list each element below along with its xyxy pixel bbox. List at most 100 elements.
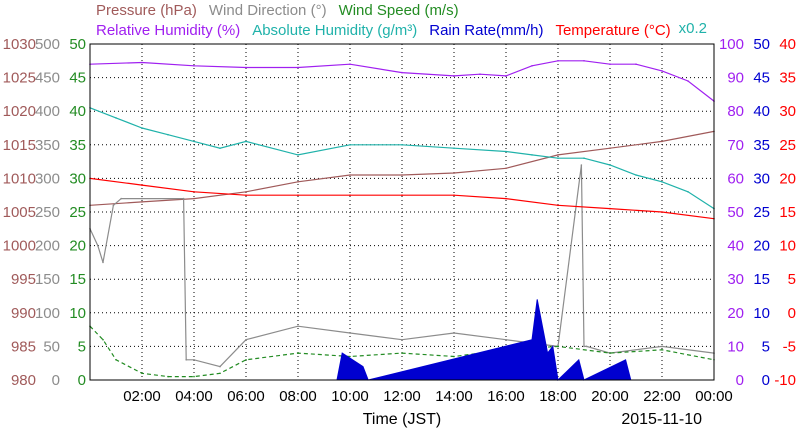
data-point bbox=[349, 174, 351, 176]
data-point bbox=[297, 66, 299, 69]
data-point bbox=[661, 211, 663, 213]
series-relative-humidity bbox=[89, 60, 715, 102]
data-point bbox=[557, 154, 559, 156]
rain-tick-label: 45 bbox=[753, 70, 770, 87]
data-point bbox=[219, 372, 221, 375]
pressure-tick-label: 980 bbox=[11, 372, 36, 389]
data-point bbox=[557, 157, 559, 159]
data-point bbox=[661, 345, 663, 348]
x-tick-label: 16:00 bbox=[487, 388, 525, 405]
data-point bbox=[297, 352, 299, 354]
data-point bbox=[583, 345, 585, 348]
wind-speed-tick-label: 25 bbox=[69, 204, 86, 221]
data-point bbox=[453, 194, 455, 196]
humidity-tick-label: 70 bbox=[727, 137, 744, 154]
humidity-tick-label: 100 bbox=[719, 36, 744, 53]
data-point bbox=[580, 164, 583, 166]
x-tick-label: 04:00 bbox=[175, 388, 213, 405]
plot-frame bbox=[89, 43, 715, 381]
rain-tick-label: 30 bbox=[753, 170, 770, 187]
data-point bbox=[141, 201, 143, 203]
x-tick-label: 06:00 bbox=[227, 388, 265, 405]
data-point bbox=[453, 332, 455, 334]
wind-speed-tick-label: 40 bbox=[69, 103, 86, 120]
data-point bbox=[401, 194, 403, 196]
wind-speed-tick-label: 20 bbox=[69, 238, 86, 255]
data-point bbox=[120, 197, 122, 200]
data-point bbox=[505, 167, 507, 170]
data-point bbox=[167, 133, 169, 136]
pressure-tick-label: 1010 bbox=[3, 170, 36, 187]
legend-item: Temperature (°C) bbox=[555, 22, 670, 39]
wind-speed-tick-label: 30 bbox=[69, 170, 86, 187]
data-point bbox=[479, 73, 481, 75]
data-point bbox=[349, 332, 351, 334]
temperature-tick-label: -5 bbox=[783, 338, 796, 355]
temperature-tick-label: 15 bbox=[779, 204, 796, 221]
data-point bbox=[297, 325, 299, 328]
data-point bbox=[505, 197, 507, 200]
series-rain-rate bbox=[336, 299, 632, 382]
wind-direction-tick-label: 50 bbox=[43, 338, 60, 355]
data-point bbox=[297, 181, 299, 183]
data-point bbox=[635, 174, 637, 176]
data-point bbox=[185, 359, 187, 361]
humidity-tick-label: 50 bbox=[727, 204, 744, 221]
pressure-tick-label: 985 bbox=[11, 338, 36, 355]
data-point bbox=[401, 174, 403, 176]
data-point bbox=[661, 349, 663, 351]
data-point bbox=[245, 359, 247, 361]
wind-speed-tick-label: 0 bbox=[78, 372, 86, 389]
legend-item: Pressure (hPa) bbox=[96, 2, 197, 19]
temperature-tick-label: 10 bbox=[779, 238, 796, 255]
legend-item: Rain Rate(mm/h) bbox=[429, 22, 543, 39]
data-point bbox=[505, 338, 507, 341]
data-point bbox=[297, 194, 299, 196]
data-point bbox=[505, 75, 507, 77]
temperature-tick-label: 35 bbox=[779, 70, 796, 87]
x-tick-label: 14:00 bbox=[435, 388, 473, 405]
data-point bbox=[112, 204, 115, 207]
pressure-tick-label: 995 bbox=[11, 271, 36, 288]
data-point bbox=[531, 65, 533, 67]
data-point bbox=[557, 60, 559, 62]
data-point bbox=[193, 191, 195, 193]
data-point bbox=[349, 63, 351, 65]
pressure-tick-label: 990 bbox=[11, 305, 36, 322]
data-point bbox=[609, 207, 611, 210]
data-point bbox=[219, 147, 221, 149]
x-tick-label: 12:00 bbox=[383, 388, 421, 405]
humidity-tick-label: 20 bbox=[727, 305, 744, 322]
wind-direction-tick-label: 200 bbox=[35, 238, 60, 255]
wind-direction-tick-label: 500 bbox=[35, 36, 60, 53]
data-point bbox=[557, 204, 559, 207]
pressure-tick-label: 1030 bbox=[3, 36, 36, 53]
temperature-tick-label: 5 bbox=[788, 271, 796, 288]
data-point bbox=[115, 359, 117, 361]
data-point bbox=[557, 345, 559, 348]
data-point bbox=[219, 365, 221, 368]
rain-tick-label: 50 bbox=[753, 36, 770, 53]
data-point bbox=[349, 194, 351, 196]
wind-direction-tick-label: 450 bbox=[35, 70, 60, 87]
rain-tick-label: 0 bbox=[762, 372, 770, 389]
data-point bbox=[245, 140, 247, 143]
axis-ticks: 1030102510201015101010051000995990985980… bbox=[3, 36, 796, 405]
data-point bbox=[505, 150, 507, 153]
data-point bbox=[531, 154, 533, 156]
data-point bbox=[141, 127, 143, 129]
temperature-tick-label: 20 bbox=[779, 170, 796, 187]
pressure-tick-label: 1025 bbox=[3, 70, 36, 87]
data-point bbox=[453, 172, 455, 174]
wind-direction-tick-label: 150 bbox=[35, 271, 60, 288]
data-point bbox=[193, 197, 195, 200]
wind-direction-tick-label: 100 bbox=[35, 305, 60, 322]
x-tick-label: 10:00 bbox=[331, 388, 369, 405]
legend-item: Absolute Humidity (g/m³) bbox=[252, 22, 417, 39]
legend-item: Wind Direction (°) bbox=[209, 2, 327, 19]
wind-speed-tick-label: 50 bbox=[69, 36, 86, 53]
rain-tick-label: 35 bbox=[753, 137, 770, 154]
series-absolute-humidity-g-m bbox=[89, 107, 715, 210]
temperature-tick-label: 40 bbox=[779, 36, 796, 53]
